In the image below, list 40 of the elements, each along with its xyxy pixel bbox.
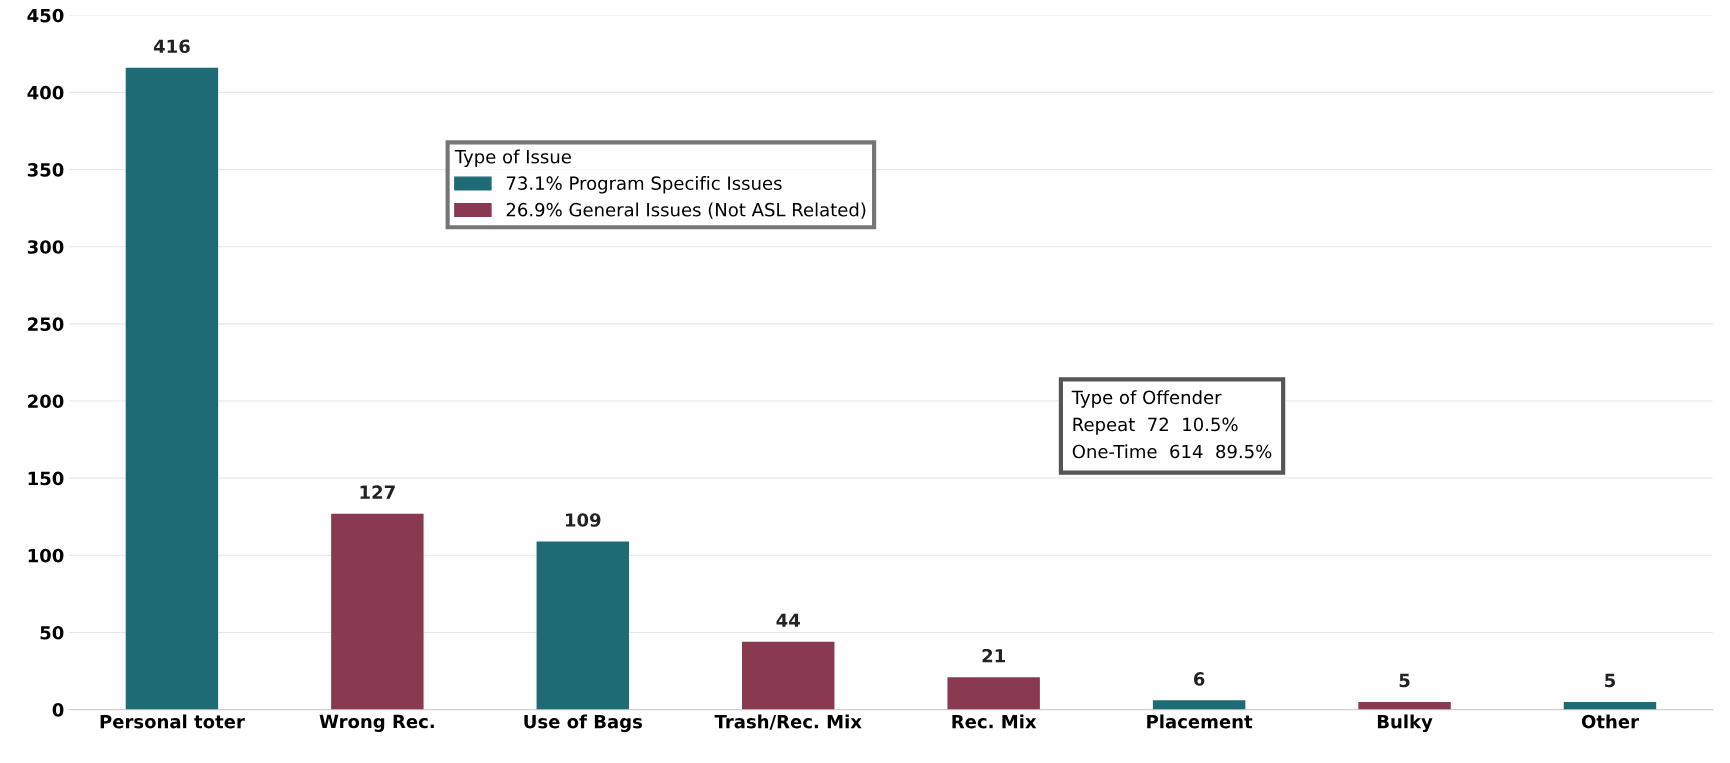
data-label: 21 <box>982 648 1005 663</box>
data-label: 44 <box>776 613 800 627</box>
annotation: Type of Offender <box>1071 390 1222 408</box>
y-tick-label: 0 <box>52 703 64 717</box>
legend-title: Type of Issue <box>454 149 571 168</box>
data-label: 5 <box>1605 673 1615 688</box>
x-tick-label: Personal toter <box>100 714 245 729</box>
y-tick-label: 100 <box>28 548 64 563</box>
bar <box>1563 701 1657 710</box>
annotation: Repeat 72 10.5% <box>1073 417 1238 435</box>
data-label: 127 <box>360 485 395 499</box>
x-tick-label: Other <box>1581 714 1639 729</box>
y-tick-label: 450 <box>27 8 64 23</box>
data-label: 6 <box>1193 672 1205 686</box>
y-tick-label: 400 <box>27 85 64 100</box>
x-tick-label: Trash/Rec. Mix <box>714 714 862 730</box>
data-label: 109 <box>565 513 601 527</box>
bar <box>1152 700 1246 710</box>
legend-label: 73.1% Program Specific Issues <box>506 176 782 194</box>
legend-label: 26.9% General Issues (Not ASL Related) <box>506 202 866 219</box>
x-tick-label: Placement <box>1147 714 1253 729</box>
y-tick-label: 150 <box>28 471 64 486</box>
y-tick-label: 250 <box>28 317 64 331</box>
bar <box>536 541 630 710</box>
y-tick-label: 350 <box>27 163 64 177</box>
x-tick-label: Wrong Rec. <box>319 714 434 732</box>
bar <box>125 67 219 710</box>
x-tick-label: Bulky <box>1377 714 1433 733</box>
y-tick-label: 200 <box>28 394 64 409</box>
data-label: 416 <box>153 39 190 54</box>
bar <box>947 677 1040 710</box>
bar <box>1358 701 1451 710</box>
x-tick-label: Rec. Mix <box>952 714 1037 729</box>
annotation: One-Time 614 89.5% <box>1072 444 1272 459</box>
bar <box>742 641 835 710</box>
y-tick-label: 50 <box>40 625 64 640</box>
y-tick-label: 300 <box>27 240 64 254</box>
x-tick-label: Use of Bags <box>524 714 642 733</box>
bar <box>331 513 424 710</box>
data-label: 5 <box>1399 673 1410 688</box>
